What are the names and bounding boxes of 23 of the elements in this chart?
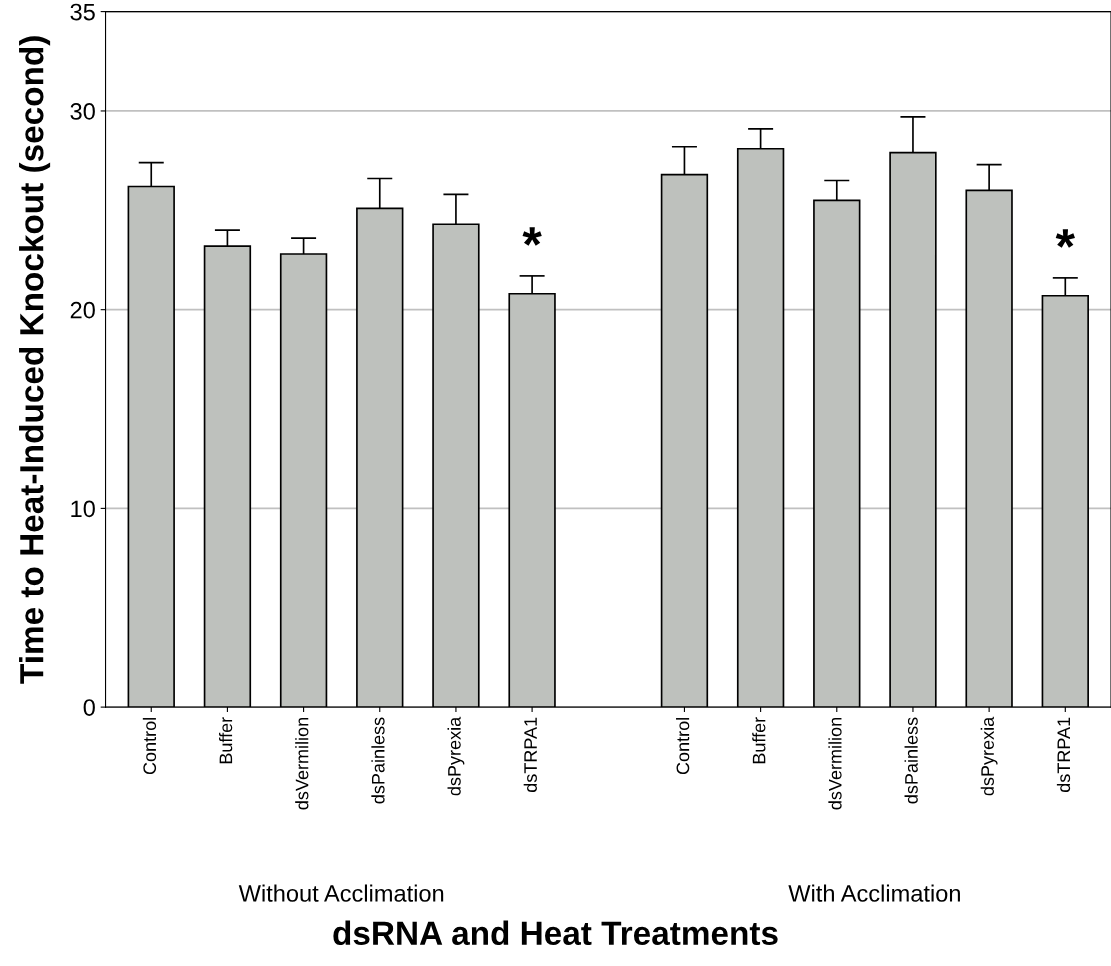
y-tick-label: 30: [70, 103, 95, 120]
x-tick-label: dsVermilion: [828, 718, 842, 810]
y-axis-title: Time to Heat-Induced Knockout (second): [19, 36, 51, 684]
y-tick-label: 0: [83, 699, 95, 716]
x-tick-label: dsPainless: [371, 717, 385, 804]
text: With Acclimation: [788, 884, 960, 902]
x-tick-label: dsTRPA1: [1056, 717, 1071, 793]
x-tick-label: Control: [142, 718, 157, 775]
x-axis-title: dsRNA and Heat Treatments: [333, 920, 778, 946]
data-label: *: [522, 227, 542, 246]
x-tick-label: dsPyrexia: [980, 716, 998, 796]
x-tick-label: dsPainless: [904, 717, 918, 804]
data-label: *: [1055, 229, 1075, 248]
x-tick-label: dsTRPA1: [523, 717, 537, 793]
y-tick-label: 20: [70, 301, 95, 319]
x-tick-label: dsVermilion: [295, 718, 309, 810]
y-tick-label: 10: [71, 500, 95, 518]
y-tick-label: 35: [70, 3, 95, 21]
x-tick-label: Control: [676, 718, 690, 775]
x-tick-label: dsPyrexia: [447, 716, 465, 796]
x-tick-label: Buffer: [752, 717, 766, 764]
text: Without Acclimation: [238, 884, 444, 902]
x-tick-label: Buffer: [219, 717, 233, 764]
